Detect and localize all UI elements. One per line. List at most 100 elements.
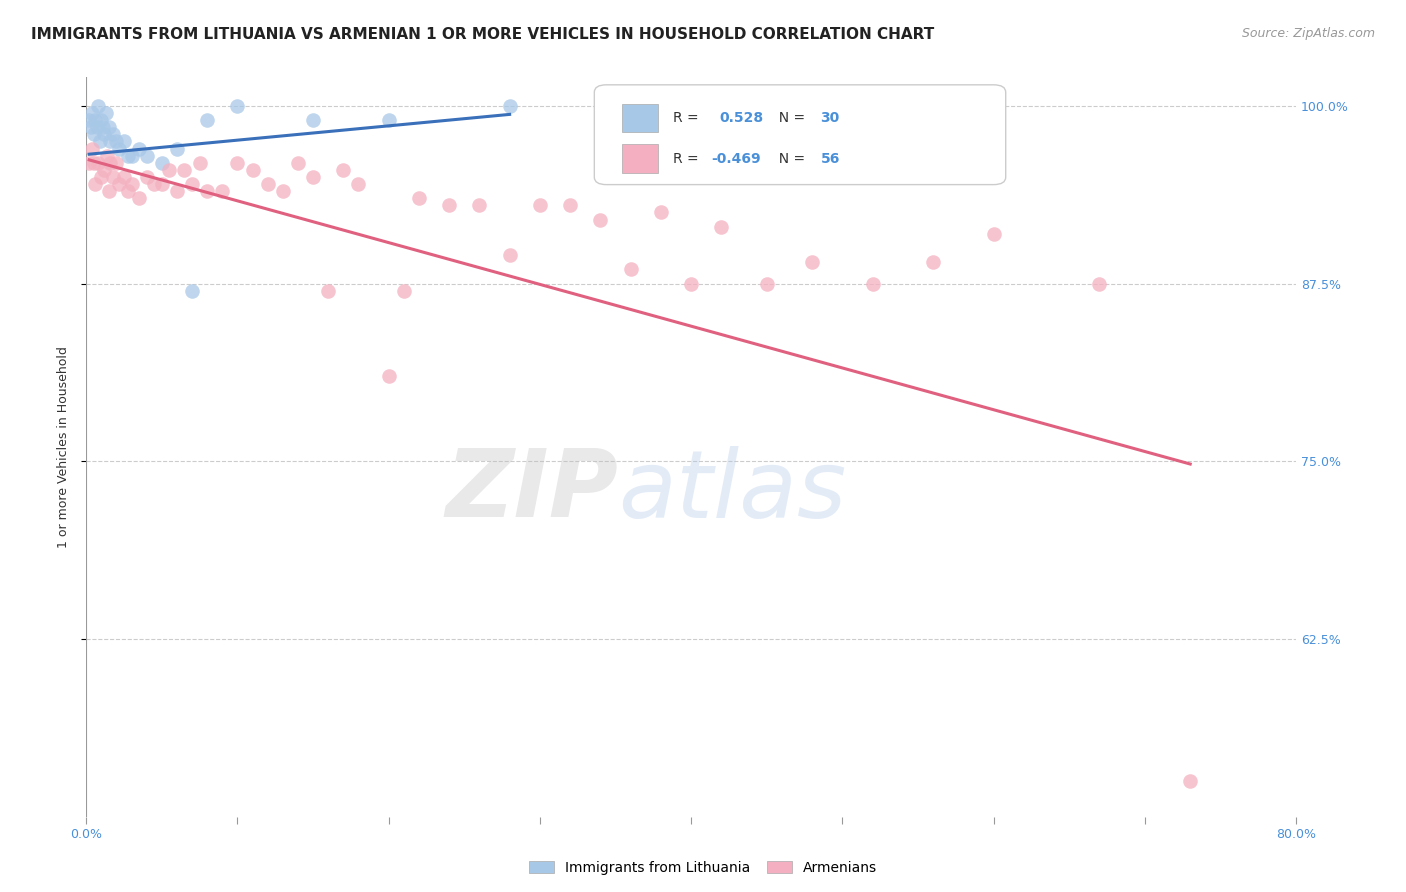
Point — [87, 155, 110, 169]
Text: Source: ZipAtlas.com: Source: ZipAtlas.com — [1241, 27, 1375, 40]
Point — [135, 148, 157, 162]
Point — [103, 128, 125, 142]
Point — [93, 162, 115, 177]
Point — [377, 368, 399, 383]
Point — [80, 120, 103, 135]
Text: 0.528: 0.528 — [718, 111, 763, 125]
Point — [121, 148, 143, 162]
Point — [94, 106, 117, 120]
Point — [84, 113, 107, 128]
Point — [862, 277, 884, 291]
Point — [91, 120, 114, 135]
Text: N =: N = — [769, 111, 810, 125]
Text: N =: N = — [769, 152, 810, 166]
Point — [98, 135, 121, 149]
Point — [93, 128, 115, 142]
Point — [112, 135, 135, 149]
Y-axis label: 1 or more Vehicles in Household: 1 or more Vehicles in Household — [58, 346, 70, 548]
Point — [755, 277, 778, 291]
Point — [166, 141, 188, 155]
Legend: Immigrants from Lithuania, Armenians: Immigrants from Lithuania, Armenians — [523, 855, 883, 880]
Text: atlas: atlas — [619, 446, 846, 537]
Point — [256, 177, 278, 191]
Point — [117, 148, 139, 162]
Point — [922, 255, 945, 269]
Point — [128, 191, 150, 205]
Point — [710, 219, 733, 234]
Point — [117, 184, 139, 198]
Point — [173, 162, 195, 177]
Point — [181, 284, 204, 298]
Point — [195, 113, 218, 128]
Text: 56: 56 — [821, 152, 839, 166]
Text: R =: R = — [673, 111, 707, 125]
Point — [408, 191, 430, 205]
Point — [316, 284, 339, 298]
Point — [498, 99, 520, 113]
Point — [143, 177, 166, 191]
Point — [437, 198, 460, 212]
Point — [377, 113, 399, 128]
Point — [83, 155, 105, 169]
Point — [83, 128, 105, 142]
Point — [801, 255, 824, 269]
Point — [89, 135, 111, 149]
Point — [150, 155, 173, 169]
Point — [86, 120, 108, 135]
Point — [103, 169, 125, 184]
Point — [242, 162, 264, 177]
Point — [166, 184, 188, 198]
Point — [589, 212, 612, 227]
Point — [77, 155, 100, 169]
Point — [108, 141, 131, 155]
Point — [195, 184, 218, 198]
Point — [1088, 277, 1111, 291]
Text: ZIP: ZIP — [446, 445, 619, 537]
Point — [90, 169, 112, 184]
Point — [287, 155, 309, 169]
Point — [620, 262, 643, 277]
Point — [983, 227, 1005, 241]
Point — [90, 113, 112, 128]
Point — [332, 162, 354, 177]
Point — [82, 141, 104, 155]
Point — [97, 184, 120, 198]
Point — [150, 177, 173, 191]
Point — [121, 177, 143, 191]
Point — [468, 198, 491, 212]
Point — [558, 198, 581, 212]
Point — [211, 184, 233, 198]
Point — [112, 169, 135, 184]
Point — [77, 113, 100, 128]
Text: IMMIGRANTS FROM LITHUANIA VS ARMENIAN 1 OR MORE VEHICLES IN HOUSEHOLD CORRELATIO: IMMIGRANTS FROM LITHUANIA VS ARMENIAN 1 … — [31, 27, 934, 42]
Point — [650, 205, 672, 219]
Point — [128, 141, 150, 155]
Text: 30: 30 — [821, 111, 839, 125]
Point — [157, 162, 180, 177]
Bar — [621, 145, 658, 172]
Point — [108, 177, 131, 191]
Point — [82, 106, 104, 120]
Point — [271, 184, 294, 198]
Point — [84, 177, 107, 191]
Point — [105, 155, 128, 169]
Point — [181, 177, 204, 191]
Point — [302, 169, 325, 184]
Point — [1180, 774, 1202, 789]
Point — [302, 113, 325, 128]
FancyBboxPatch shape — [595, 85, 1005, 185]
Point — [96, 148, 118, 162]
Text: -0.469: -0.469 — [711, 152, 761, 166]
Point — [226, 155, 249, 169]
Point — [97, 120, 120, 135]
Point — [347, 177, 370, 191]
Point — [529, 198, 551, 212]
Point — [498, 248, 520, 262]
Text: R =: R = — [673, 152, 703, 166]
Point — [226, 99, 249, 113]
Point — [188, 155, 211, 169]
Point — [135, 169, 157, 184]
Point — [87, 99, 110, 113]
Point — [392, 284, 415, 298]
Point — [98, 155, 121, 169]
